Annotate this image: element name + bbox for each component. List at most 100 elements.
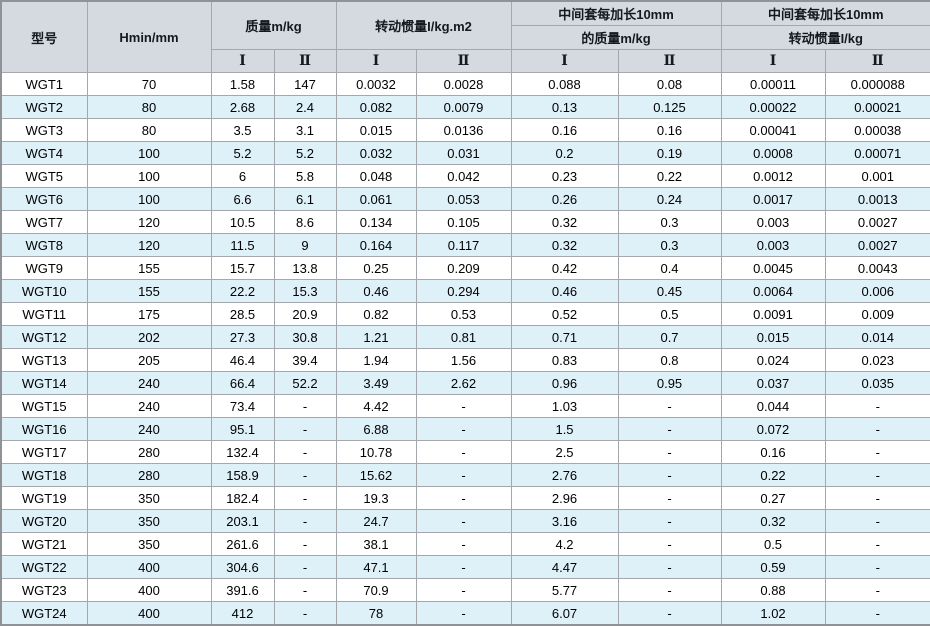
value-cell: 202 — [86, 325, 212, 349]
value-cell: 0.22 — [720, 463, 826, 487]
value-cell: 0.042 — [415, 164, 512, 188]
value-cell: 39.4 — [273, 348, 337, 372]
table-row: WGT9 155 15.7 13.8 0.25 0.209 0.42 0.4 0.0045 0.0… — [0, 256, 930, 280]
value-cell: 0.032 — [335, 141, 417, 165]
value-cell: 15.7 — [210, 256, 275, 280]
value-cell: - — [617, 394, 722, 418]
value-cell: 4.47 — [510, 555, 619, 579]
value-cell: - — [824, 463, 930, 487]
value-cell: 0.19 — [617, 141, 722, 165]
value-cell: 350 — [86, 532, 212, 556]
value-cell: 0.164 — [335, 233, 417, 257]
model-cell: WGT3 — [0, 118, 88, 142]
value-cell: 0.0013 — [824, 187, 930, 211]
table-row: WGT13 205 46.4 39.4 1.94 1.56 0.83 0.8 0.024 0.02… — [0, 348, 930, 372]
value-cell: - — [415, 578, 512, 602]
value-cell: - — [824, 578, 930, 602]
value-cell: 0.16 — [510, 118, 619, 142]
value-cell: - — [824, 509, 930, 533]
value-cell: 0.52 — [510, 302, 619, 326]
value-cell: 0.053 — [415, 187, 512, 211]
model-cell: WGT11 — [0, 302, 88, 326]
value-cell: - — [824, 486, 930, 510]
value-cell: 0.0008 — [720, 141, 826, 165]
value-cell: 10.78 — [335, 440, 417, 464]
header-group-mass: 质量m/kg — [210, 0, 337, 50]
value-cell: 0.0045 — [720, 256, 826, 280]
value-cell: 0.16 — [720, 440, 826, 464]
value-cell: - — [415, 440, 512, 464]
value-cell: - — [617, 555, 722, 579]
value-cell: - — [415, 417, 512, 441]
value-cell: 0.32 — [720, 509, 826, 533]
table-row: WGT19 350 182.4-19.3-2.96-0.27- — [0, 486, 930, 510]
value-cell: 22.2 — [210, 279, 275, 303]
value-cell: 0.26 — [510, 187, 619, 211]
value-cell: 0.16 — [617, 118, 722, 142]
value-cell: 3.5 — [210, 118, 275, 142]
value-cell: 120 — [86, 233, 212, 257]
table-row: WGT16 240 95.1-6.88-1.5-0.072- — [0, 417, 930, 441]
value-cell: 412 — [210, 601, 275, 626]
value-cell: 0.0064 — [720, 279, 826, 303]
value-cell: 1.56 — [415, 348, 512, 372]
value-cell: - — [415, 601, 512, 626]
value-cell: 0.24 — [617, 187, 722, 211]
value-cell: 400 — [86, 578, 212, 602]
value-cell: 0.88 — [720, 578, 826, 602]
header-group-inertia: 转动惯量I/kg.m2 — [335, 0, 512, 50]
value-cell: 280 — [86, 463, 212, 487]
value-cell: - — [824, 440, 930, 464]
value-cell: 11.5 — [210, 233, 275, 257]
value-cell: 0.08 — [617, 72, 722, 96]
value-cell: 20.9 — [273, 302, 337, 326]
value-cell: 280 — [86, 440, 212, 464]
value-cell: 8.6 — [273, 210, 337, 234]
table-row: WGT20 350 203.1-24.7-3.16-0.32- — [0, 509, 930, 533]
value-cell: 400 — [86, 601, 212, 626]
value-cell: 6.07 — [510, 601, 619, 626]
value-cell: 0.83 — [510, 348, 619, 372]
value-cell: 0.42 — [510, 256, 619, 280]
header-model: 型号 — [0, 0, 88, 73]
value-cell: 205 — [86, 348, 212, 372]
value-cell: 0.117 — [415, 233, 512, 257]
value-cell: - — [824, 417, 930, 441]
value-cell: 5.77 — [510, 578, 619, 602]
value-cell: 19.3 — [335, 486, 417, 510]
value-cell: 0.95 — [617, 371, 722, 395]
value-cell: 155 — [86, 256, 212, 280]
value-cell: 100 — [86, 164, 212, 188]
value-cell: 158.9 — [210, 463, 275, 487]
value-cell: 0.2 — [510, 141, 619, 165]
value-cell: 132.4 — [210, 440, 275, 464]
subheader-mass-II: Ⅱ — [273, 49, 337, 73]
table-row: WGT4 100 5.2 5.2 0.032 0.031 0.2 0.19 0.0008 0.00… — [0, 141, 930, 165]
table-row: WGT22 400 304.6-47.1-4.47-0.59- — [0, 555, 930, 579]
table-row: WGT2 80 2.68 2.4 0.082 0.0079 0.13 0.125 0.00022… — [0, 95, 930, 119]
value-cell: 0.00022 — [720, 95, 826, 119]
value-cell: 0.001 — [824, 164, 930, 188]
value-cell: 1.02 — [720, 601, 826, 626]
header-group-ext-inertia-line2: 转动惯量I/kg — [720, 25, 930, 50]
model-cell: WGT13 — [0, 348, 88, 372]
value-cell: 0.96 — [510, 371, 619, 395]
table-row: WGT1 70 1.58 147 0.0032 0.0028 0.088 0.08 0.0001… — [0, 72, 930, 96]
value-cell: 27.3 — [210, 325, 275, 349]
table-row: WGT3 80 3.5 3.1 0.015 0.0136 0.16 0.16 0.00041 0.… — [0, 118, 930, 142]
value-cell: - — [415, 463, 512, 487]
value-cell: 0.59 — [720, 555, 826, 579]
value-cell: 0.023 — [824, 348, 930, 372]
table-row: WGT8 120 11.5 9 0.164 0.117 0.32 0.3 0.003 0.0027 — [0, 233, 930, 257]
value-cell: - — [273, 601, 337, 626]
model-cell: WGT20 — [0, 509, 88, 533]
value-cell: 1.5 — [510, 417, 619, 441]
value-cell: 0.46 — [335, 279, 417, 303]
value-cell: 0.044 — [720, 394, 826, 418]
value-cell: 5.8 — [273, 164, 337, 188]
model-cell: WGT22 — [0, 555, 88, 579]
model-cell: WGT23 — [0, 578, 88, 602]
value-cell: 4.42 — [335, 394, 417, 418]
value-cell: 0.082 — [335, 95, 417, 119]
value-cell: 0.209 — [415, 256, 512, 280]
